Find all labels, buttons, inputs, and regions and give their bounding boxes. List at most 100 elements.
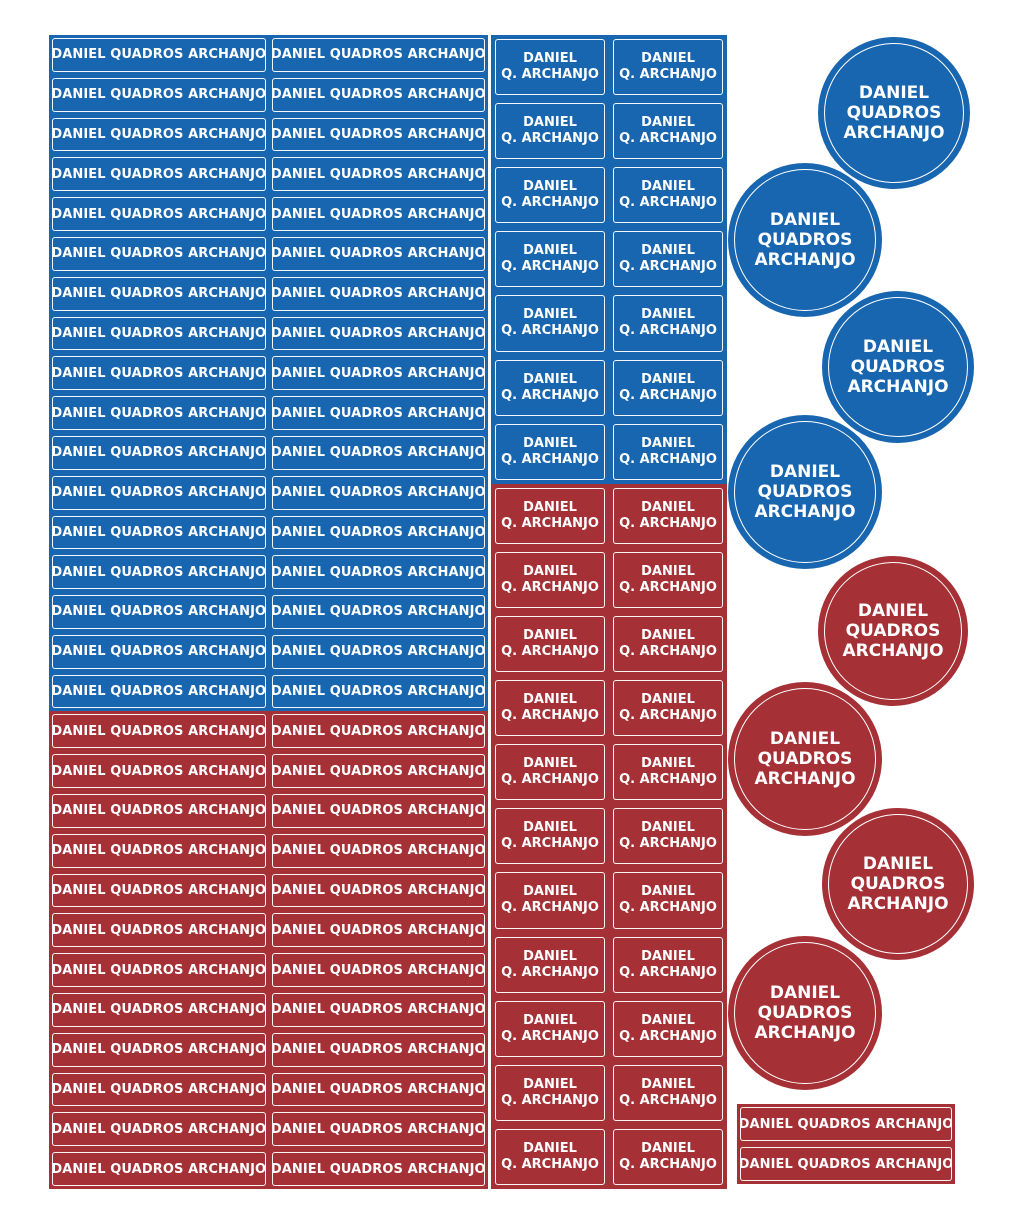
long-name-label: DANIEL QUADROS ARCHANJO: [52, 833, 266, 868]
short-name-label-line2: Q. ARCHANJO: [619, 1028, 717, 1044]
long-name-label: DANIEL QUADROS ARCHANJO: [271, 515, 485, 550]
short-name-label-line1: DANIEL: [523, 435, 577, 451]
short-name-label-line1: DANIEL: [641, 563, 695, 579]
long-name-label-text: DANIEL QUADROS ARCHANJO: [271, 87, 485, 103]
round-name-label-text: DANIEL QUADROS ARCHANJO: [754, 983, 855, 1043]
short-name-label-line2: Q. ARCHANJO: [501, 451, 599, 467]
round-name-label-line3: ARCHANJO: [842, 641, 944, 661]
long-name-label-text: DANIEL QUADROS ARCHANJO: [52, 206, 266, 222]
round-name-label-line2: QUADROS: [846, 103, 942, 123]
round-name-label: DANIEL QUADROS ARCHANJO: [728, 936, 882, 1090]
long-name-label-text: DANIEL QUADROS ARCHANJO: [271, 206, 485, 222]
long-name-label: DANIEL QUADROS ARCHANJO: [271, 396, 485, 430]
short-name-label: DANIEL Q. ARCHANJO: [495, 167, 605, 224]
short-name-label: DANIEL Q. ARCHANJO: [495, 936, 605, 993]
long-name-label-text: DANIEL QUADROS ARCHANJO: [52, 843, 266, 859]
long-name-label: DANIEL QUADROS ARCHANJO: [271, 953, 485, 988]
short-name-label-line2: Q. ARCHANJO: [501, 579, 599, 595]
long-name-label: DANIEL QUADROS ARCHANJO: [52, 794, 266, 828]
long-name-label: DANIEL QUADROS ARCHANJO: [271, 555, 485, 590]
round-name-label-line1: DANIEL: [857, 601, 929, 621]
round-name-label: DANIEL QUADROS ARCHANJO: [728, 682, 882, 836]
short-name-label-line2: Q. ARCHANJO: [501, 836, 599, 852]
long-name-label: DANIEL QUADROS ARCHANJO: [52, 276, 266, 311]
long-name-label-text: DANIEL QUADROS ARCHANJO: [271, 922, 485, 938]
long-name-label: DANIEL QUADROS ARCHANJO: [52, 674, 266, 709]
long-name-label: DANIEL QUADROS ARCHANJO: [271, 316, 485, 351]
short-name-label: DANIEL Q. ARCHANJO: [495, 295, 605, 352]
round-name-label-line2: QUADROS: [757, 749, 853, 769]
long-name-label: DANIEL QUADROS ARCHANJO: [271, 714, 485, 749]
long-name-label: DANIEL QUADROS ARCHANJO: [52, 634, 266, 669]
short-name-label-line2: Q. ARCHANJO: [501, 131, 599, 147]
long-name-label-text: DANIEL QUADROS ARCHANJO: [52, 962, 266, 978]
round-label-border: [824, 562, 962, 700]
short-name-label: DANIEL Q. ARCHANJO: [495, 1128, 605, 1185]
round-label-border: [734, 942, 876, 1084]
short-name-label-line2: Q. ARCHANJO: [501, 1092, 599, 1108]
round-name-label-line2: QUADROS: [757, 230, 853, 250]
corner-long-name-label: DANIEL QUADROS ARCHANJO: [740, 1107, 952, 1141]
round-name-label-text: DANIEL QUADROS ARCHANJO: [754, 210, 855, 270]
short-name-label-line2: Q. ARCHANJO: [501, 1028, 599, 1044]
long-name-label: DANIEL QUADROS ARCHANJO: [271, 1152, 485, 1186]
short-name-label-line1: DANIEL: [641, 179, 695, 195]
round-name-label-text: DANIEL QUADROS ARCHANJO: [754, 729, 855, 789]
long-name-label: DANIEL QUADROS ARCHANJO: [271, 1032, 485, 1067]
short-name-label-line2: Q. ARCHANJO: [619, 644, 717, 660]
round-name-label-line3: ARCHANJO: [754, 769, 856, 789]
round-name-label-line1: DANIEL: [862, 337, 934, 357]
long-name-label: DANIEL QUADROS ARCHANJO: [52, 515, 266, 550]
long-name-label-text: DANIEL QUADROS ARCHANJO: [271, 684, 485, 700]
long-name-label: DANIEL QUADROS ARCHANJO: [52, 1152, 266, 1186]
short-name-label: DANIEL Q. ARCHANJO: [613, 167, 723, 224]
short-name-label: DANIEL Q. ARCHANJO: [495, 1064, 605, 1121]
long-name-label: DANIEL QUADROS ARCHANJO: [271, 117, 485, 152]
long-name-label-text: DANIEL QUADROS ARCHANJO: [271, 126, 485, 142]
short-name-label-line1: DANIEL: [641, 435, 695, 451]
short-name-label: DANIEL Q. ARCHANJO: [613, 936, 723, 993]
round-name-label-line3: ARCHANJO: [847, 894, 949, 914]
round-name-label-line1: DANIEL: [862, 854, 934, 874]
short-name-label-line1: DANIEL: [641, 499, 695, 515]
round-name-label-line3: ARCHANJO: [754, 502, 856, 522]
long-name-label: DANIEL QUADROS ARCHANJO: [271, 634, 485, 669]
short-name-label: DANIEL Q. ARCHANJO: [495, 616, 605, 673]
long-name-label: DANIEL QUADROS ARCHANJO: [52, 197, 266, 231]
short-name-label-line2: Q. ARCHANJO: [619, 451, 717, 467]
long-name-label: DANIEL QUADROS ARCHANJO: [52, 1112, 266, 1147]
round-name-label-line2: QUADROS: [845, 621, 941, 641]
short-name-label: DANIEL Q. ARCHANJO: [495, 744, 605, 801]
long-name-label: DANIEL QUADROS ARCHANJO: [52, 953, 266, 988]
short-name-label-line1: DANIEL: [523, 243, 577, 259]
long-name-label: DANIEL QUADROS ARCHANJO: [271, 38, 485, 72]
long-name-label: DANIEL QUADROS ARCHANJO: [271, 356, 485, 391]
round-name-label-line2: QUADROS: [757, 1003, 853, 1023]
short-name-label-line1: DANIEL: [523, 1140, 577, 1156]
short-name-label: DANIEL Q. ARCHANJO: [613, 872, 723, 929]
long-name-label-text: DANIEL QUADROS ARCHANJO: [52, 1121, 266, 1137]
long-name-label: DANIEL QUADROS ARCHANJO: [271, 77, 485, 112]
short-name-label-line1: DANIEL: [641, 307, 695, 323]
long-name-label-text: DANIEL QUADROS ARCHANJO: [271, 246, 485, 262]
long-name-label: DANIEL QUADROS ARCHANJO: [52, 396, 266, 430]
short-name-label-line2: Q. ARCHANJO: [619, 195, 717, 211]
round-name-label: DANIEL QUADROS ARCHANJO: [728, 163, 882, 317]
round-label-border: [828, 814, 968, 954]
short-name-label-line2: Q. ARCHANJO: [619, 131, 717, 147]
round-name-label: DANIEL QUADROS ARCHANJO: [822, 808, 974, 960]
short-name-label: DANIEL Q. ARCHANJO: [495, 359, 605, 416]
long-name-label-text: DANIEL QUADROS ARCHANJO: [271, 286, 485, 302]
long-name-label-text: DANIEL QUADROS ARCHANJO: [52, 405, 266, 421]
long-name-label-text: DANIEL QUADROS ARCHANJO: [52, 1002, 266, 1018]
long-name-label: DANIEL QUADROS ARCHANJO: [271, 873, 485, 908]
short-name-label-line1: DANIEL: [523, 115, 577, 131]
short-name-label: DANIEL Q. ARCHANJO: [613, 808, 723, 865]
round-name-label-text: DANIEL QUADROS ARCHANJO: [847, 854, 948, 914]
round-name-label: DANIEL QUADROS ARCHANJO: [728, 415, 882, 569]
long-name-label-text: DANIEL QUADROS ARCHANJO: [271, 405, 485, 421]
long-name-label: DANIEL QUADROS ARCHANJO: [52, 873, 266, 908]
long-name-label: DANIEL QUADROS ARCHANJO: [271, 276, 485, 311]
round-name-label-line3: ARCHANJO: [754, 1023, 856, 1043]
short-name-label: DANIEL Q. ARCHANJO: [613, 1064, 723, 1121]
